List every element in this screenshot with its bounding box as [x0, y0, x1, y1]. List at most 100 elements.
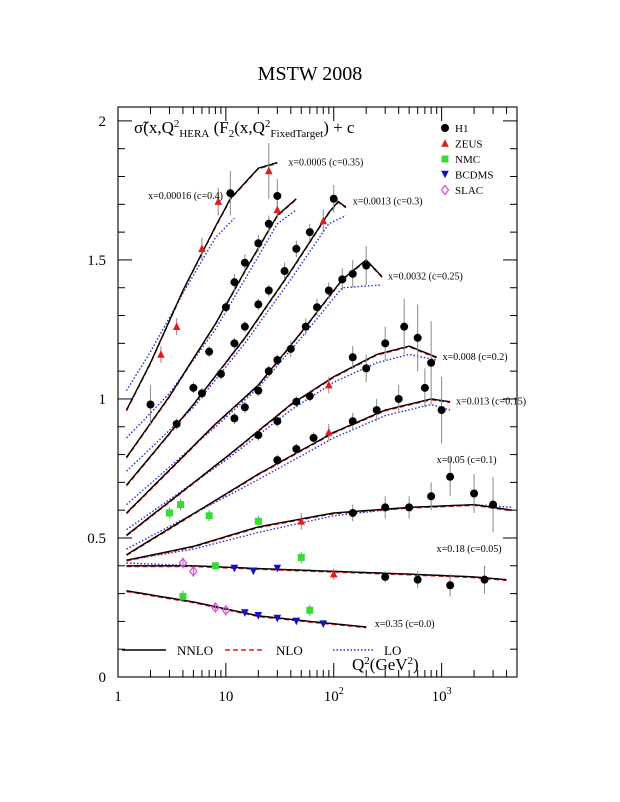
- lo-curve: [126, 403, 451, 550]
- data-point-h1: [348, 269, 357, 278]
- data-point-zeus: [198, 244, 206, 253]
- data-point-h1: [230, 414, 239, 423]
- data-point-h1: [216, 369, 225, 378]
- x-tick-label: 102: [324, 686, 344, 705]
- data-point-h1: [329, 194, 338, 203]
- data-point-h1: [230, 278, 239, 287]
- bin-label: x=0.0013 (c=0.3): [353, 196, 423, 207]
- data-point-bcdms: [273, 614, 282, 623]
- data-point-h1: [286, 344, 295, 353]
- data-point-h1: [437, 406, 446, 415]
- data-point-h1: [362, 261, 371, 270]
- data-point-h1: [305, 228, 314, 237]
- data-point-h1: [400, 322, 409, 331]
- data-point-h1: [348, 353, 357, 362]
- data-point-h1: [381, 503, 390, 512]
- data-point-zeus: [157, 350, 165, 358]
- data-point-h1: [264, 286, 273, 295]
- data-point-h1: [230, 339, 239, 348]
- data-point-bcdms: [273, 564, 282, 573]
- data-point-h1: [264, 219, 273, 228]
- data-point-zeus: [214, 197, 223, 205]
- nnlo-curve: [126, 398, 451, 556]
- data-point-h1: [301, 322, 310, 331]
- data-point-nmc: [205, 512, 213, 520]
- data-point-h1: [427, 358, 436, 367]
- data-point-h1: [240, 403, 249, 412]
- theory-curves-group: [125, 161, 513, 629]
- data-point-h1: [292, 445, 301, 453]
- legend-label: NMC: [455, 154, 480, 166]
- data-point-h1: [348, 508, 357, 517]
- data-point-zeus: [324, 380, 333, 389]
- nnlo-curve: [126, 258, 383, 514]
- data-point-h1: [273, 417, 282, 426]
- y-axis-label: σ̃(x,Q2HERA (F2(x,Q2FixedTarget) + c: [134, 118, 355, 140]
- legend-label: NLO: [276, 643, 303, 658]
- legend-marker-nmc: [441, 155, 449, 163]
- nlo-curve: [125, 199, 297, 459]
- data-point-h1: [413, 575, 422, 584]
- bin-labels-group: x=0.00016 (c=0.4) x=0.0005 (c=0.35) x=0.00…: [148, 157, 526, 630]
- data-point-h1: [254, 431, 263, 440]
- data-point-h1: [273, 191, 282, 200]
- chart-title: MSTW 2008: [258, 63, 363, 85]
- data-point-h1: [313, 303, 322, 312]
- data-point-nmc: [179, 592, 187, 600]
- lo-curve: [126, 353, 437, 531]
- data-point-h1: [197, 389, 206, 398]
- lo-curve: [126, 503, 513, 561]
- legend-marker-h1: [441, 124, 449, 132]
- data-point-h1: [254, 300, 263, 309]
- x-tick-label: 103: [432, 686, 452, 705]
- data-point-h1: [292, 397, 301, 406]
- data-point-h1: [394, 394, 403, 403]
- data-point-h1: [226, 189, 235, 198]
- data-point-h1: [348, 417, 357, 426]
- data-point-h1: [309, 433, 318, 442]
- nnlo-curve: [126, 345, 437, 536]
- legend-marker-slac: [440, 184, 450, 196]
- data-point-h1: [172, 419, 181, 428]
- lo-curve: [126, 284, 383, 506]
- data-point-h1: [280, 267, 289, 276]
- nlo-curve: [126, 565, 507, 582]
- bin-label: x=0.18 (c=0.05): [437, 544, 502, 555]
- y-tick-label: 1.5: [87, 253, 106, 269]
- data-point-bcdms: [241, 609, 249, 617]
- data-point-h1: [240, 322, 249, 331]
- data-point-nmc: [165, 509, 173, 517]
- data-point-h1: [273, 456, 282, 465]
- data-point-zeus: [319, 216, 328, 225]
- data-point-h1: [446, 472, 455, 481]
- data-point-bcdms: [230, 564, 239, 573]
- data-point-h1: [254, 386, 263, 395]
- data-point-bcdms: [319, 620, 328, 628]
- data-point-h1: [338, 275, 347, 284]
- x-tick-label: 1: [114, 689, 122, 705]
- data-point-h1: [446, 581, 455, 590]
- bin-label: x=0.05 (c=0.1): [437, 455, 497, 466]
- bin-label: x=0.008 (c=0.2): [443, 352, 508, 363]
- data-point-h1: [146, 400, 155, 409]
- y-tick-label: 0.5: [87, 531, 106, 547]
- nnlo-curve: [126, 565, 507, 581]
- axes-group: 0 0.5 1 1.5 2 1 10 102 103: [87, 107, 518, 705]
- data-point-h1: [413, 333, 422, 342]
- data-point-zeus: [264, 166, 273, 175]
- data-point-h1: [254, 239, 263, 248]
- data-point-h1: [324, 286, 333, 295]
- data-point-nmc: [306, 606, 314, 614]
- data-point-bcdms: [292, 617, 301, 626]
- y-tick-label: 1: [99, 392, 107, 408]
- lo-curve: [125, 217, 235, 391]
- data-point-nmc: [211, 562, 219, 570]
- data-point-bcdms: [254, 612, 263, 620]
- legend-marker-zeus: [441, 139, 449, 147]
- data-points-group: [146, 143, 498, 628]
- data-point-slac: [189, 565, 198, 577]
- data-point-h1: [362, 364, 371, 373]
- data-point-zeus: [329, 569, 338, 578]
- bin-label: x=0.0032 (c=0.25): [388, 272, 463, 283]
